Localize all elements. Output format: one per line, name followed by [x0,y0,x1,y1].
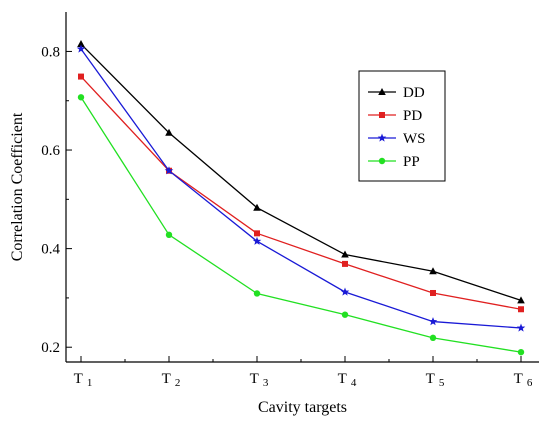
square-marker [342,260,348,267]
star-marker [164,166,174,175]
square-marker [254,230,260,237]
series-line [80,96,522,353]
triangle-marker [517,296,525,304]
triangle-marker [429,267,437,275]
star-marker [340,287,350,296]
star-marker [76,44,86,53]
circle-marker [341,311,349,318]
circle-marker [165,231,173,239]
triangle-marker [77,40,85,48]
series-ws [76,44,526,332]
legend-item: PD [368,108,422,124]
triangle-marker [378,88,386,95]
circle-marker [253,290,261,297]
y-tick-label: 0.6 [41,143,60,159]
triangle-marker [165,128,173,136]
legend-label: PD [403,108,422,124]
y-axis-title: Correlation Coefficient [9,112,26,261]
axes: 0.2 0.4 0.6 0.8 T 1 T 2 T 3 T 4 T 5 T 6 [41,12,539,389]
series-line [80,48,522,329]
legend-item: PP [368,154,420,170]
series-line [80,76,522,310]
y-tick-label: 0.8 [41,44,60,60]
triangle-marker [341,250,349,258]
star-marker [252,236,262,245]
series-line [80,43,522,301]
legend-label: PP [403,154,420,170]
x-axis-title: Cavity targets [258,399,347,416]
circle-marker [77,94,85,101]
legend-label: DD [403,85,425,101]
square-marker [379,112,385,118]
star-marker [377,133,387,142]
legend-item: WS [368,131,426,147]
triangle-marker [253,203,261,211]
legend-box [358,70,446,182]
series-pp [77,94,525,356]
legend-item: DD [368,85,425,101]
star-marker [428,317,438,326]
circle-marker [517,348,525,356]
legend: DD PD WS PP [358,70,446,182]
star-marker [516,323,526,332]
square-marker [518,306,524,313]
circle-marker [429,334,437,342]
legend-label: WS [403,131,426,147]
circle-marker [378,157,386,165]
series-dd [77,40,525,304]
square-marker [430,289,436,296]
y-tick-label: 0.2 [41,340,60,356]
square-marker [78,73,84,80]
series-layer [76,40,526,356]
y-tick-label: 0.4 [41,242,60,258]
